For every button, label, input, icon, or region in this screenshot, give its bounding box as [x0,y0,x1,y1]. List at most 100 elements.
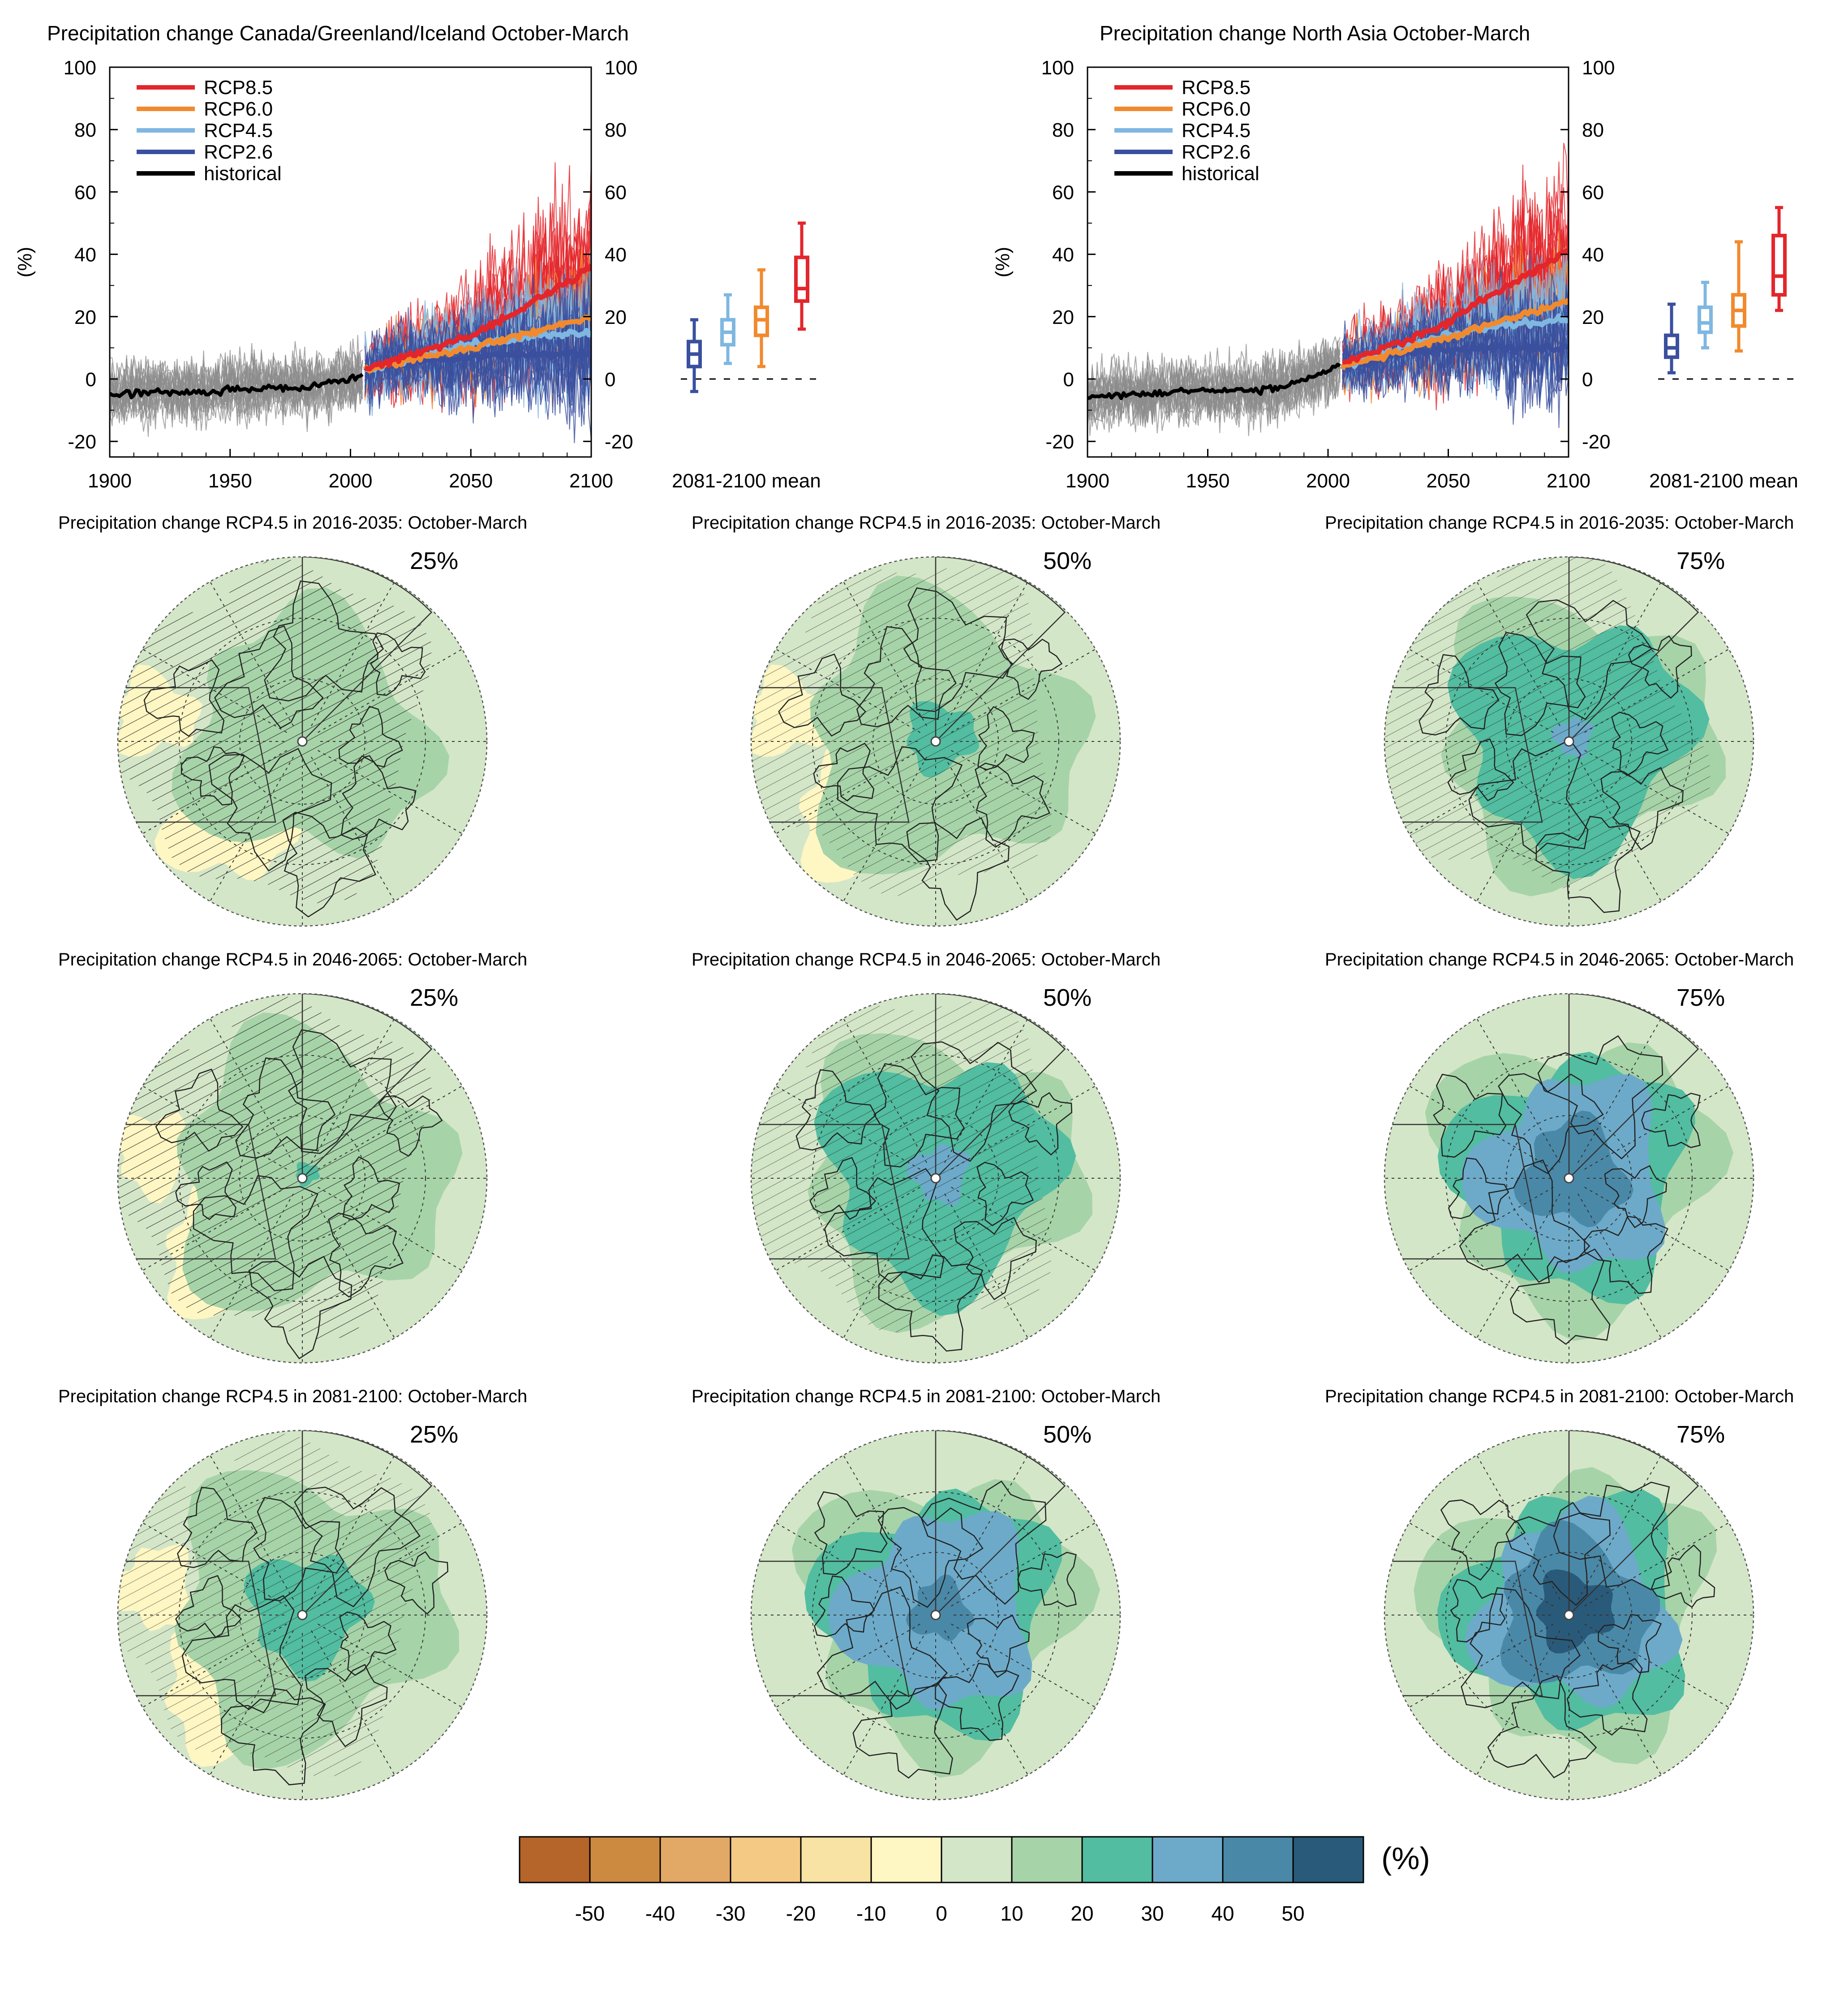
coastline [1566,1658,1648,1736]
series-mean-line [1342,247,1569,365]
region-outline [1384,687,1543,823]
meridian-line [1476,1630,1560,1775]
latitude-circle [812,1491,1059,1739]
colorbar-tick-label: -10 [856,1902,886,1925]
latitude-circle [179,1055,426,1302]
meridian-line [1578,1018,1662,1163]
meridian-line [775,1086,920,1170]
meridian-line [311,1018,395,1163]
map-border [750,556,1121,927]
series-mean-line [110,373,364,400]
coastline [305,1664,388,1747]
map-hatching [1384,557,1711,892]
percentile-label: 25% [410,1421,458,1448]
map-coastlines [795,1041,1073,1352]
y-tick-label-right: 60 [605,181,627,203]
legend-label: RCP4.5 [204,120,273,142]
latitude-circle [1445,1491,1693,1739]
y-tick-label-right: 80 [605,119,627,141]
percentile-label: 50% [1043,1421,1092,1448]
meridian-line [318,649,463,733]
map-title: Precipitation change RCP4.5 in 2081-2100… [1325,1387,1794,1406]
colorbar-tick-label: 0 [936,1902,947,1925]
coastline [1459,1159,1590,1283]
meridian-line [1584,1522,1729,1607]
north-pole-marker [1564,1610,1574,1620]
coastline [208,748,332,872]
series-mean-line [1340,297,1569,370]
colorbar-tick-label: -40 [645,1902,675,1925]
coastline [977,706,1035,771]
y-axis-label: (%) [14,247,36,277]
meridian-line [944,1630,1028,1775]
meridian-line [1409,1187,1554,1271]
colorbar-tick-label: 10 [1000,1902,1023,1925]
coastline [175,1161,236,1220]
map-contour-level [906,1574,975,1641]
meridian-line [951,1086,1096,1170]
coastline [814,1575,875,1637]
meridian-line [1578,757,1662,902]
coastline [338,706,403,768]
latitude-circle [179,618,426,865]
coastline [340,755,417,840]
meridian-line [944,757,1028,902]
legend-label: RCP8.5 [204,77,273,99]
coastline [1498,1073,1604,1174]
box-iqr [1771,233,1787,297]
map-coastlines [1418,599,1692,913]
meridian-line [775,1624,920,1708]
meridian-line [1584,649,1729,733]
north-pole-marker [930,736,941,747]
colorbar-tick-label: -30 [716,1902,745,1925]
coastline [175,1575,242,1638]
region-outline [118,1124,276,1260]
coastline [143,659,225,737]
map-graticule [1384,557,1754,926]
coastline [778,653,867,737]
map-title: Precipitation change RCP4.5 in 2081-2100… [58,1387,527,1406]
coastline [903,587,1012,712]
coastline [975,762,1050,848]
y-tick-label: 0 [1063,369,1074,391]
colorbar-swatch [1222,1836,1294,1883]
meridian-line [951,1522,1096,1607]
colorbar-swatch [659,1836,731,1883]
coastline [294,1486,421,1607]
meridian-line [843,757,927,902]
percentile-label: 50% [1043,547,1092,574]
map-fill [1384,557,1754,926]
colorbar-tick-label: 50 [1281,1902,1304,1925]
meridian-line [951,649,1096,733]
meridian-line [210,1018,294,1163]
x-tick-label: 2050 [1427,470,1470,492]
coastline [253,1497,344,1602]
latitude-circle [812,618,1059,865]
map-border [117,556,488,927]
meridian-line [775,1522,920,1607]
coastline [221,1688,326,1786]
coastline [370,632,426,696]
x-tick-label: 2100 [1547,470,1590,492]
percentile-label: 75% [1676,1421,1725,1448]
meridian-line [1409,1624,1554,1708]
y-tick-label-right: 60 [1582,181,1604,203]
region-outline [751,687,910,823]
y-tick-label: 100 [1041,57,1074,79]
north-pole-marker [1564,736,1574,747]
coastline [976,1162,1034,1227]
x-tick-label: 2100 [569,470,613,492]
meridian-line [1409,1086,1554,1170]
meridian-line [318,750,463,834]
meridian-line [843,1193,927,1339]
meridian-line [311,757,395,902]
coastline [339,1611,397,1676]
meridian-line [944,1018,1028,1163]
coastline [873,1063,965,1167]
colorbar-swatch [519,1836,591,1883]
coastline [214,625,324,729]
map-hatching [751,1000,1053,1333]
historical-member-line [110,349,363,427]
meridian-line [1476,1455,1560,1600]
percentile-label: 75% [1676,547,1725,574]
